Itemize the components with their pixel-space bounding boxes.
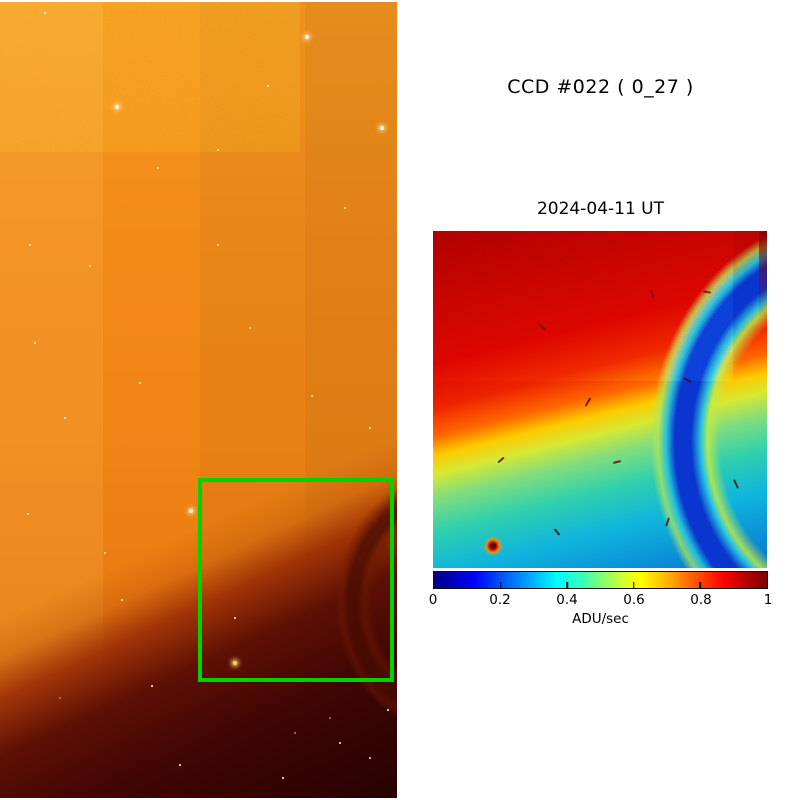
star-point: [139, 382, 141, 384]
star-point: [249, 327, 251, 329]
cosmic-ray-streak: [497, 456, 505, 464]
colorbar-axis-label: ADU/sec: [572, 611, 629, 627]
star-point: [29, 244, 31, 246]
cosmic-ray-streak: [649, 289, 655, 299]
star-point: [151, 685, 153, 687]
star-point: [305, 35, 309, 39]
star-point: [339, 742, 341, 744]
star-point: [64, 417, 66, 419]
colorbar-tick-mark: [499, 582, 502, 588]
cosmic-ray-streak: [553, 528, 561, 536]
star-point: [233, 661, 237, 665]
star-point: [344, 207, 346, 209]
colorbar: [433, 571, 768, 589]
star-point: [157, 167, 159, 169]
star-point: [104, 552, 106, 554]
cosmic-ray-streak: [702, 290, 712, 294]
colorbar-tick-label: 0.4: [556, 592, 578, 608]
page-title: CCD #022 ( 0_27 ): [507, 76, 694, 98]
star-point: [329, 717, 331, 719]
colorbar-tick-mark: [566, 582, 568, 588]
colorbar-tick-label: 0.6: [623, 592, 645, 608]
star-point: [189, 509, 193, 513]
cosmic-ray-streak: [732, 479, 740, 489]
inset-noise-overlay: [433, 231, 733, 381]
roi-rectangle: [198, 478, 394, 682]
star-point: [44, 12, 46, 14]
star-point: [89, 265, 91, 267]
star-point: [380, 126, 384, 130]
star-point: [217, 149, 219, 151]
cosmic-ray-streak: [665, 517, 670, 527]
ccd-full-frame-image: [0, 2, 397, 798]
cosmic-ray-streak: [612, 459, 622, 465]
star-point: [267, 85, 269, 87]
star-point: [294, 732, 296, 734]
colorbar-tick-label: 0.8: [690, 592, 712, 608]
star-point: [121, 599, 123, 601]
star-point: [179, 764, 181, 766]
cosmic-ray-streak: [538, 323, 547, 331]
colorbar-tick-mark: [633, 582, 635, 588]
cosmic-ray-streak: [584, 397, 592, 407]
star-point: [369, 757, 371, 759]
star-point: [27, 513, 29, 515]
date-label: 2024-04-11 UT: [536, 199, 665, 219]
star-point: [59, 697, 61, 699]
roi-zoom-image: [433, 231, 767, 568]
colorbar-tick-label: 0: [428, 592, 438, 608]
star-point: [234, 617, 236, 619]
star-point: [387, 709, 389, 711]
inset-edge-artifact: [759, 231, 767, 321]
star-point: [34, 342, 36, 344]
star-point: [369, 427, 371, 429]
colorbar-tick-label: 0.2: [489, 592, 511, 608]
star-point: [217, 244, 219, 246]
star-point: [282, 777, 284, 779]
colorbar-tick-labels: 0 0.2 0.4 0.6 0.8 1: [429, 592, 773, 608]
star-point: [115, 105, 119, 109]
colorbar-tick-label: 1: [763, 592, 773, 608]
star-point: [311, 395, 313, 397]
cosmic-ray-streak: [682, 377, 693, 383]
colorbar-tick-mark: [699, 582, 702, 588]
